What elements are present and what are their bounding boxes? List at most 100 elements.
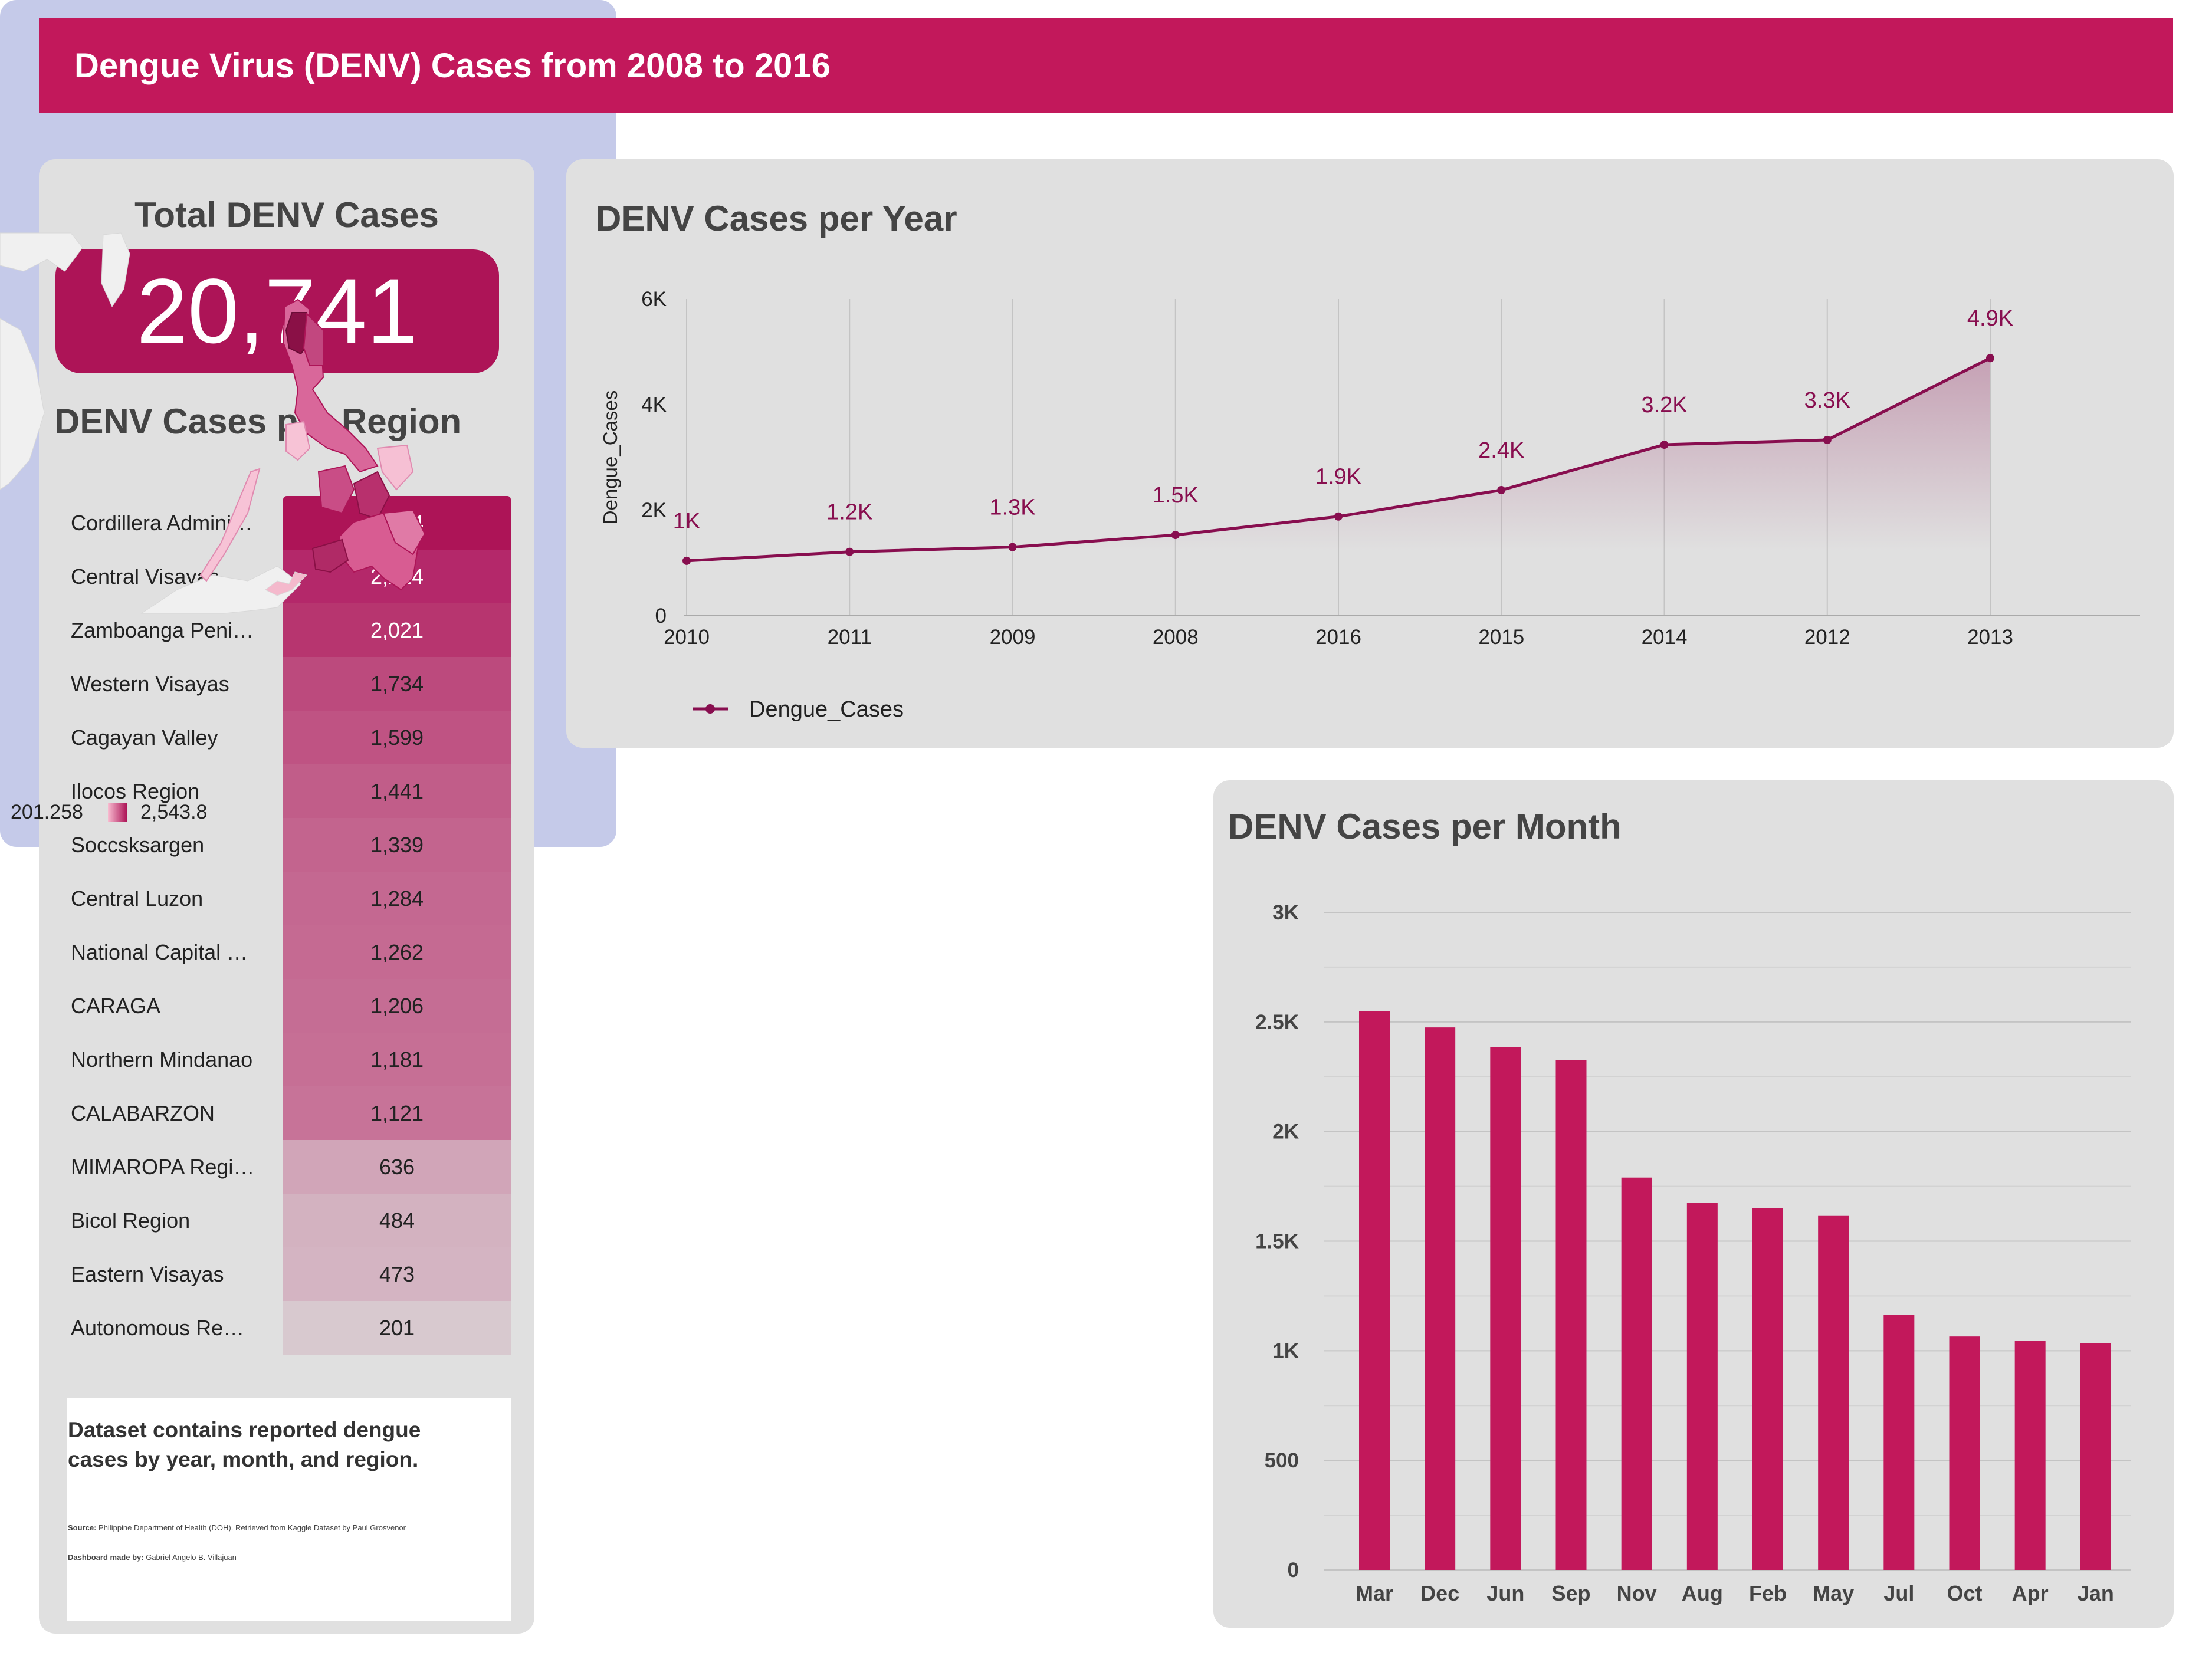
region-map-panel[interactable]: 201.258 2,543.8	[0, 0, 616, 847]
region-row[interactable]: Zamboanga Peni… 2,021	[54, 603, 526, 657]
year-data-point[interactable]	[1334, 512, 1343, 521]
month-bar[interactable]	[1883, 1315, 1915, 1570]
month-bar[interactable]	[1425, 1027, 1456, 1570]
region-table-title: DENV Cases per Region	[54, 402, 462, 441]
year-y-axis-label: Dengue_Cases	[599, 390, 621, 525]
month-bar[interactable]	[1686, 1203, 1718, 1570]
month-bar[interactable]	[2080, 1343, 2111, 1570]
month-chart-title: DENV Cases per Month	[1228, 807, 1622, 846]
month-y-tick-label: 0	[1288, 1559, 1299, 1582]
month-y-tick-label: 500	[1265, 1449, 1299, 1472]
region-row[interactable]: Cagayan Valley 1,599	[54, 711, 526, 764]
map-region-western-visayas	[317, 465, 355, 514]
year-data-label: 4.9K	[1967, 306, 2013, 331]
region-value-cell: 1,734	[283, 657, 511, 711]
year-x-tick-label: 2016	[1315, 626, 1361, 649]
region-row[interactable]: Autonomous Reg… 201	[54, 1301, 526, 1355]
dataset-description: Dataset contains reported dengue cases b…	[68, 1418, 421, 1471]
region-row[interactable]: Northern Mindanao 1,181	[54, 1033, 526, 1086]
year-data-point[interactable]	[1660, 441, 1669, 449]
month-bar[interactable]	[1359, 1011, 1390, 1570]
month-x-tick-label: Aug	[1682, 1581, 1723, 1605]
year-y-tick-label: 0	[655, 605, 667, 628]
month-y-tick-label: 3K	[1272, 901, 1299, 924]
year-x-tick-label: 2009	[990, 626, 1036, 649]
month-bar-chart[interactable]: 0 500 1K 1.5K 2K 2.5K 3K Mar Dec Jun Sep Nov Aug Feb M…	[1213, 780, 2174, 1628]
credit-line: Dashboard made by: Gabriel Angelo B. Vil…	[68, 1553, 237, 1562]
region-row[interactable]: Ilocos Region 1,441	[54, 764, 526, 818]
region-name: CARAGA	[71, 993, 161, 1018]
month-bar[interactable]	[1752, 1208, 1783, 1570]
source-label: Source:	[68, 1523, 97, 1532]
year-data-point[interactable]	[1986, 354, 1994, 363]
region-value-cell: 1,206	[283, 979, 511, 1033]
month-y-tick-label: 2.5K	[1255, 1011, 1299, 1034]
month-x-tick-label: Oct	[1947, 1581, 1982, 1605]
month-x-tick-label: Jun	[1486, 1581, 1524, 1605]
year-x-tick-label: 2013	[1967, 626, 2013, 649]
map-region-zamboanga	[311, 538, 349, 573]
month-bar[interactable]	[1621, 1177, 1652, 1570]
year-data-point[interactable]	[1823, 435, 1832, 444]
kpi-value: 20,741	[136, 259, 418, 363]
year-data-label: 1.9K	[1315, 465, 1361, 490]
year-data-point[interactable]	[1008, 543, 1017, 551]
month-x-tick-label: Jul	[1883, 1581, 1914, 1605]
philippines-choropleth-map[interactable]: 201.258 2,543.8	[0, 0, 616, 847]
region-row[interactable]: CARAGA 1,206	[54, 979, 526, 1033]
kpi-label: Total DENV Cases	[134, 195, 439, 235]
year-data-label: 1.5K	[1153, 483, 1199, 508]
year-data-label: 1.2K	[826, 500, 872, 525]
month-bar[interactable]	[1490, 1047, 1521, 1570]
year-data-point[interactable]	[682, 556, 691, 565]
region-row[interactable]: Central Luzon 1,284	[54, 872, 526, 925]
year-chart-title: DENV Cases per Year	[596, 199, 957, 238]
month-x-tick-label: Apr	[2012, 1581, 2049, 1605]
year-line-chart[interactable]: 0 2K 4K 6K Dengue_Cases 1K 2010 1.2K 2011 1.3K 200…	[566, 159, 2174, 748]
month-bar[interactable]	[1818, 1215, 1849, 1570]
year-chart-panel: DENV Cases per Year 0 2K 4K 6K Dengue_Cases 1…	[566, 159, 2174, 748]
region-row[interactable]: MIMAROPA Region 636	[54, 1140, 526, 1194]
map-region-caraga	[382, 509, 426, 556]
map-region-eastern-visayas	[376, 444, 414, 491]
credit-text: Gabriel Angelo B. Villajuan	[143, 1553, 237, 1562]
year-data-point[interactable]	[1171, 531, 1180, 540]
region-name: Northern Mindanao	[71, 1047, 253, 1072]
month-x-tick-label: Jan	[2078, 1581, 2114, 1605]
year-legend-marker	[705, 704, 715, 714]
region-row[interactable]: Western Visayas 1,734	[54, 657, 526, 711]
region-name: National Capital …	[71, 939, 248, 964]
region-value-cell: 484	[283, 1194, 511, 1247]
month-bar[interactable]	[1949, 1336, 1980, 1570]
month-y-tick-label: 1.5K	[1255, 1230, 1299, 1253]
region-row[interactable]: CALABARZON 1,121	[54, 1086, 526, 1140]
year-y-tick-label: 4K	[641, 393, 667, 416]
month-x-tick-label: Mar	[1356, 1581, 1393, 1605]
region-row[interactable]: National Capital … 1,262	[54, 925, 526, 979]
year-data-label: 3.3K	[1804, 388, 1850, 413]
dashboard-header: Dengue Virus (DENV) Cases from 2008 to 2…	[39, 18, 2173, 113]
month-bar[interactable]	[1555, 1060, 1587, 1570]
month-bar[interactable]	[2014, 1341, 2046, 1570]
region-row[interactable]: Bicol Region 484	[54, 1194, 526, 1247]
month-y-tick-label: 1K	[1272, 1339, 1299, 1362]
year-x-tick-label: 2014	[1642, 626, 1688, 649]
year-x-tick-label: 2010	[664, 626, 710, 649]
year-data-label: 1K	[673, 509, 700, 534]
region-value-cell: 1,121	[283, 1086, 511, 1140]
map-region-palawan	[199, 468, 261, 582]
region-row[interactable]: Soccsksargen 1,339	[54, 818, 526, 872]
year-data-point[interactable]	[1497, 485, 1506, 494]
region-row[interactable]: Eastern Visayas 473	[54, 1247, 526, 1301]
region-value-cell: 1,441	[283, 764, 511, 818]
month-x-tick-label: May	[1813, 1581, 1854, 1605]
year-legend-label[interactable]: Dengue_Cases	[749, 697, 904, 722]
year-data-point[interactable]	[845, 547, 854, 556]
year-area	[687, 358, 1990, 616]
month-y-tick-label: 2K	[1272, 1121, 1299, 1144]
dataset-note: Dataset contains reported dengue cases b…	[67, 1398, 511, 1621]
map-legend-max: 2,543.8	[140, 801, 207, 823]
region-name: Central Luzon	[71, 886, 204, 911]
year-x-tick-label: 2008	[1153, 626, 1199, 649]
map-region-mindoro	[285, 421, 311, 461]
